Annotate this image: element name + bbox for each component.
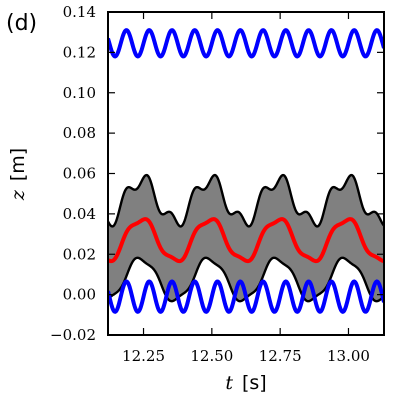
y-tick-label: 0.08 (63, 124, 96, 142)
y-tick-label: −0.02 (50, 326, 96, 344)
x-tick-label: 12.50 (190, 347, 233, 365)
x-tick-label: 13.00 (327, 347, 370, 365)
y-tick-label: 0.14 (63, 3, 96, 21)
envelope-band-upper-edge (108, 173, 384, 228)
y-axis-label: z [m] (7, 148, 29, 201)
lower-oscillation-line (108, 279, 384, 314)
panel-label: (d) (6, 11, 37, 36)
x-tick-label: 12.75 (259, 347, 302, 365)
x-axis-label: t [s] (225, 372, 266, 394)
plot-area (108, 28, 384, 314)
y-tick-label: 0.12 (63, 43, 96, 61)
center-line (108, 217, 384, 264)
envelope-band-fill (108, 175, 384, 302)
y-tick-label: 0.02 (63, 245, 96, 263)
x-tick-label: 12.25 (122, 347, 165, 365)
ticks: 12.25 12.50 12.75 13.00 −0.02 0.00 0.02 0.04 0.0… (50, 3, 384, 365)
y-tick-label: 0.00 (63, 286, 96, 304)
y-tick-label: 0.06 (63, 165, 96, 183)
y-tick-label: 0.10 (63, 84, 96, 102)
upper-oscillation-line (108, 28, 384, 59)
y-tick-label: 0.04 (63, 205, 96, 223)
